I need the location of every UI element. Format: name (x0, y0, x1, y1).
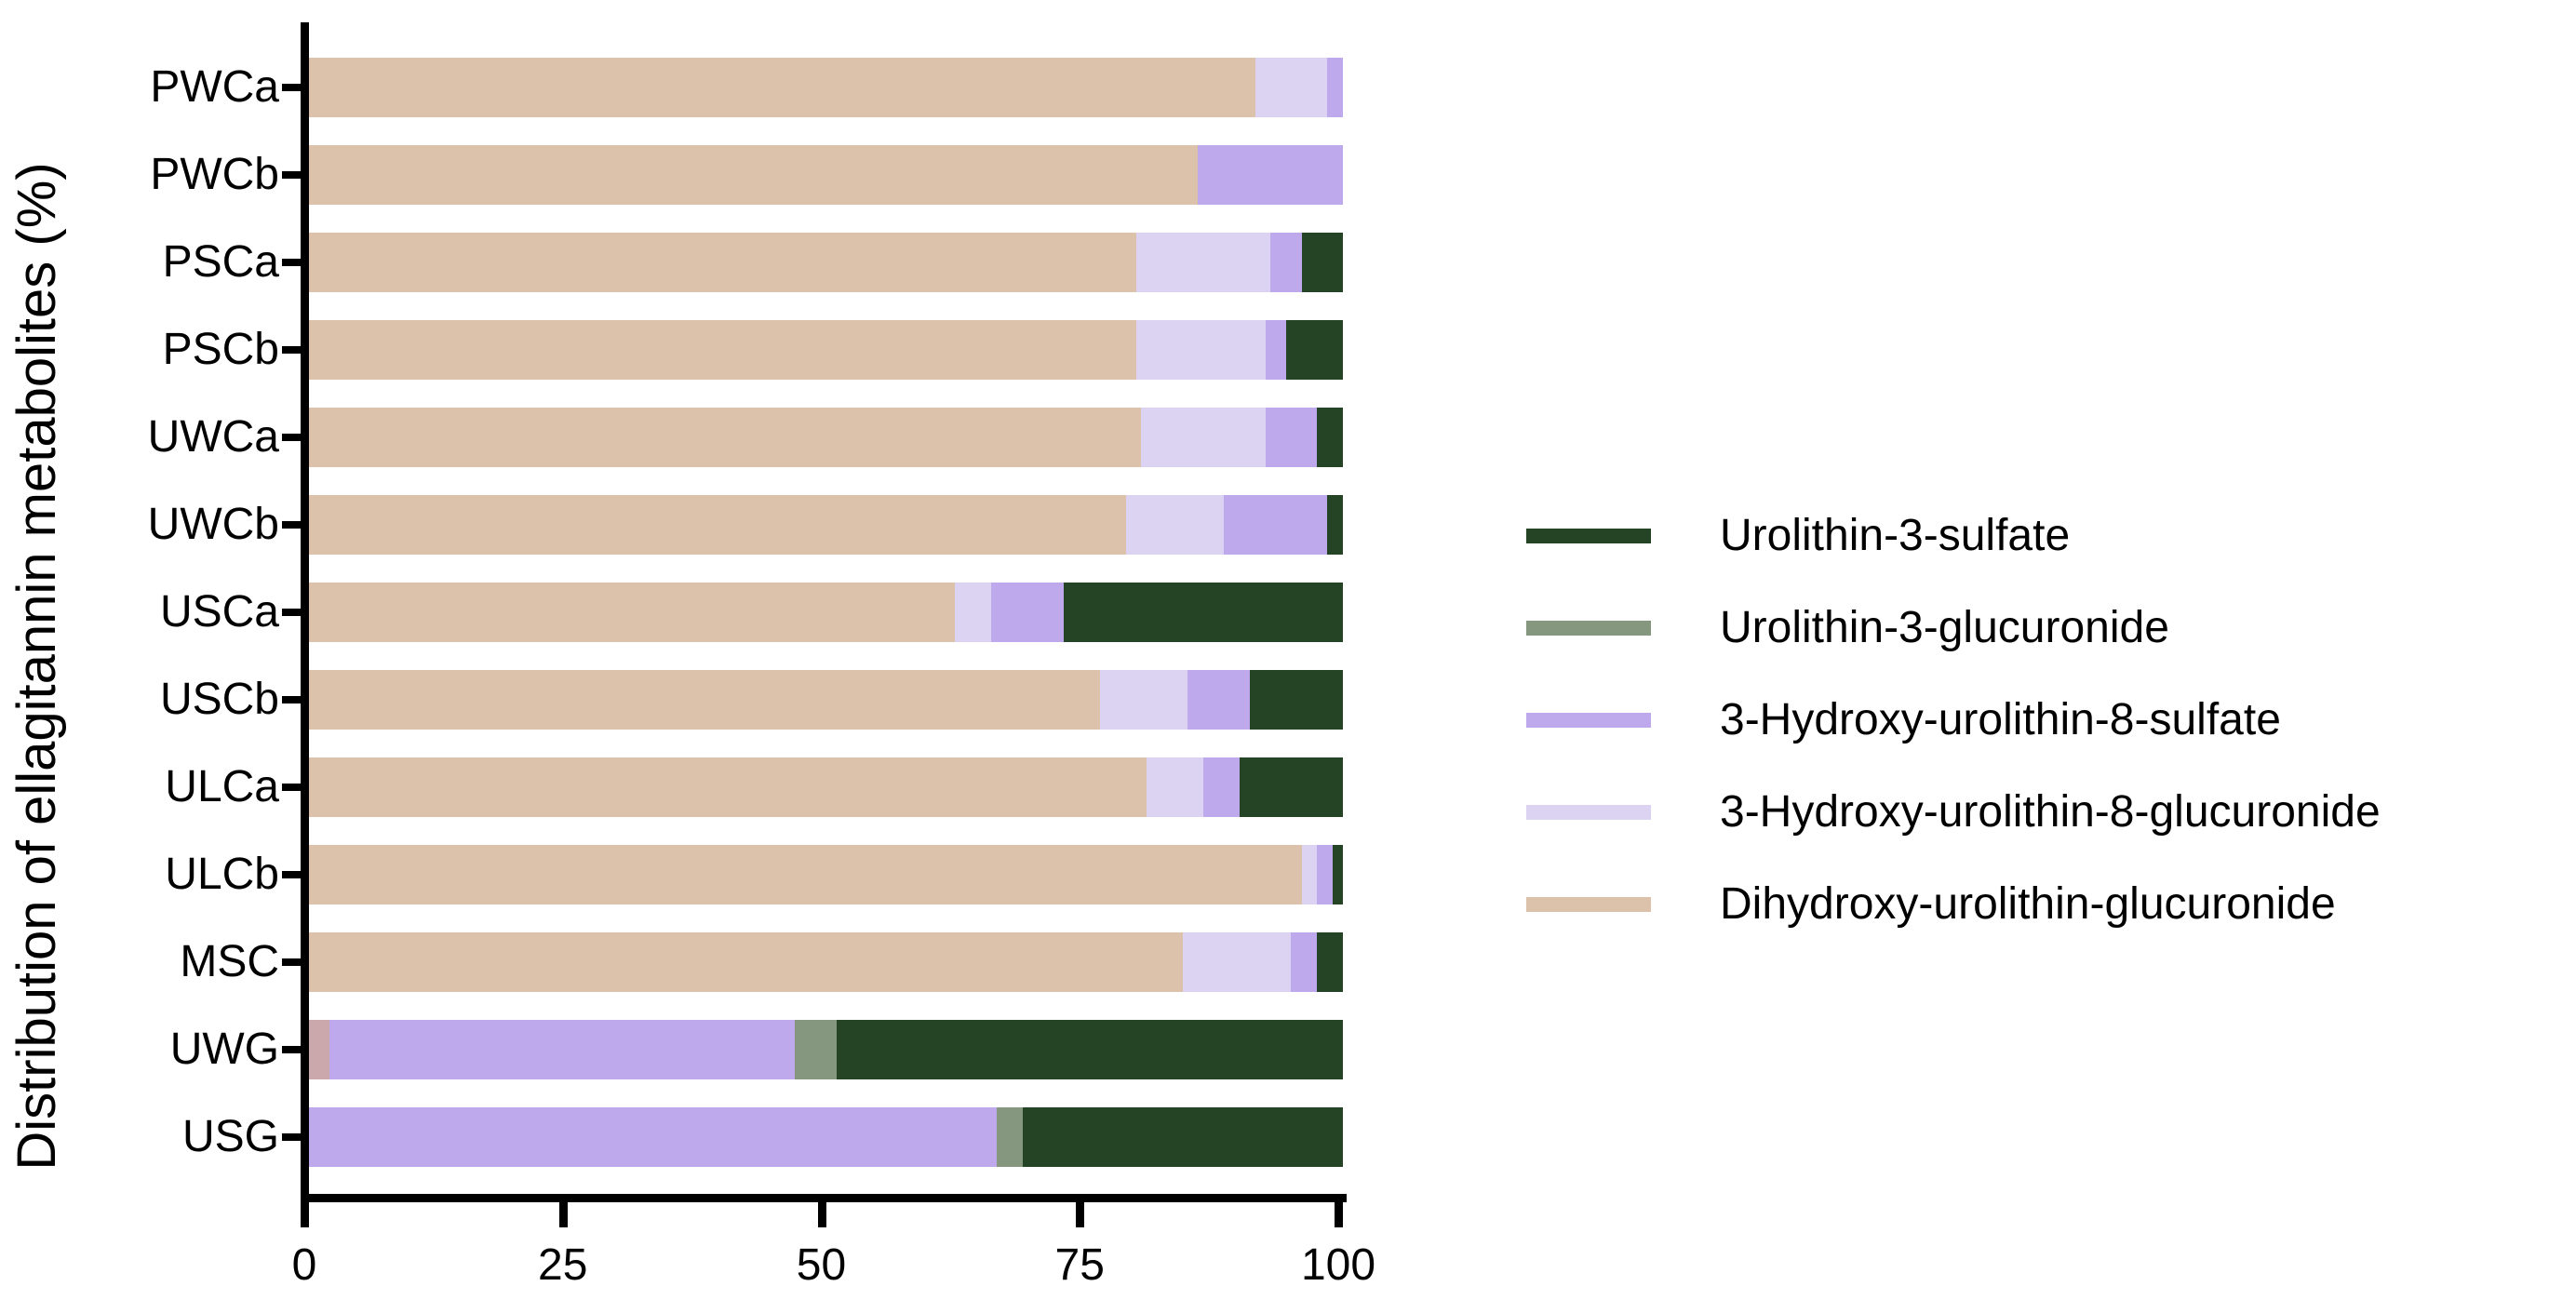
x-tick-label: 50 (796, 1240, 847, 1290)
y-tick (282, 259, 309, 266)
legend-swatch (1526, 621, 1651, 636)
bar-segment (1135, 233, 1271, 292)
bar-segment (991, 583, 1065, 642)
bar-segment (1317, 845, 1333, 904)
y-tick (282, 784, 309, 791)
legend-label: Dihydroxy-urolithin-glucuronide (1720, 879, 2336, 929)
legend-swatch (1526, 713, 1651, 728)
x-tick-label: 100 (1300, 1240, 1376, 1290)
y-tick (282, 521, 309, 529)
x-tick (1335, 1194, 1343, 1227)
bar-segment (1265, 408, 1318, 467)
y-tick (282, 871, 309, 878)
category-label: PSCb (162, 325, 279, 374)
bar-segment (309, 320, 1136, 380)
legend-label: Urolithin-3-glucuronide (1720, 603, 2169, 652)
category-label: ULCa (165, 762, 279, 811)
category-label: ULCb (165, 850, 279, 899)
bar-segment (309, 757, 1147, 817)
legend-swatch (1526, 529, 1651, 543)
bar-segment (1239, 757, 1343, 817)
bar-segment (1224, 495, 1328, 555)
x-tick (301, 1194, 309, 1227)
bar-segment (1254, 58, 1328, 117)
x-tick (1076, 1194, 1085, 1227)
bar-segment (309, 1020, 330, 1079)
legend-swatch (1526, 897, 1651, 912)
bar-segment (1125, 495, 1225, 555)
bar-segment (1198, 145, 1343, 205)
y-tick (282, 1133, 309, 1141)
bar-segment (1250, 670, 1343, 730)
bar-segment (1064, 583, 1343, 642)
y-tick (282, 609, 309, 616)
bar-segment (1135, 320, 1266, 380)
bar-segment (1291, 932, 1318, 992)
x-tick-label: 25 (538, 1240, 588, 1290)
bar-segment (1146, 757, 1203, 817)
bar-segment (309, 408, 1142, 467)
bar-segment (309, 145, 1199, 205)
y-tick (282, 434, 309, 441)
bar-segment (1317, 932, 1343, 992)
bar-segment (996, 1107, 1023, 1167)
bar-segment (1332, 845, 1343, 904)
bar-segment (1099, 670, 1188, 730)
bar-segment (1301, 845, 1318, 904)
bar-segment (1327, 58, 1343, 117)
bar-segment (309, 845, 1302, 904)
category-label: USCa (159, 587, 279, 636)
y-tick (282, 346, 309, 354)
bar-segment (1141, 408, 1266, 467)
legend-label: 3-Hydroxy-urolithin-8-glucuronide (1720, 787, 2381, 837)
bar-segment (309, 670, 1100, 730)
category-label: MSC (180, 937, 279, 986)
bar-segment (309, 932, 1183, 992)
y-tick (282, 171, 309, 179)
y-tick (282, 958, 309, 966)
category-label: PSCa (162, 237, 279, 287)
bar-segment (1301, 233, 1343, 292)
category-label: USG (181, 1112, 279, 1161)
category-label: USCb (159, 675, 279, 724)
x-tick-label: 0 (291, 1240, 317, 1290)
bar-segment (309, 583, 956, 642)
legend-label: Urolithin-3-sulfate (1720, 511, 2071, 560)
bar-segment (955, 583, 992, 642)
bar-segment (309, 233, 1136, 292)
bar-segment (309, 1107, 997, 1167)
y-tick (282, 696, 309, 703)
category-label: UWCa (147, 412, 279, 462)
x-tick (558, 1194, 568, 1227)
y-tick (282, 1046, 309, 1053)
bar-segment (1022, 1107, 1343, 1167)
bar-segment (836, 1020, 1343, 1079)
category-label: PWCa (150, 62, 279, 112)
bar-segment (1203, 757, 1240, 817)
category-label: PWCb (150, 150, 279, 199)
bar-segment (329, 1020, 796, 1079)
x-tick-label: 75 (1054, 1240, 1105, 1290)
bar-segment (1182, 932, 1292, 992)
bar-segment (309, 495, 1126, 555)
category-label: UWCb (147, 500, 279, 549)
bar-segment (1285, 320, 1343, 380)
bar-segment (1187, 670, 1250, 730)
bar-segment (1270, 233, 1302, 292)
x-tick (817, 1194, 826, 1227)
legend-swatch (1526, 805, 1651, 820)
bar-segment (795, 1020, 837, 1079)
y-axis-line (301, 22, 309, 1202)
bar-segment (1327, 495, 1343, 555)
y-tick (282, 84, 309, 91)
legend-label: 3-Hydroxy-urolithin-8-sulfate (1720, 695, 2281, 744)
bar-segment (309, 58, 1255, 117)
category-label: UWG (169, 1025, 279, 1074)
bar-segment (1265, 320, 1286, 380)
bar-segment (1317, 408, 1343, 467)
